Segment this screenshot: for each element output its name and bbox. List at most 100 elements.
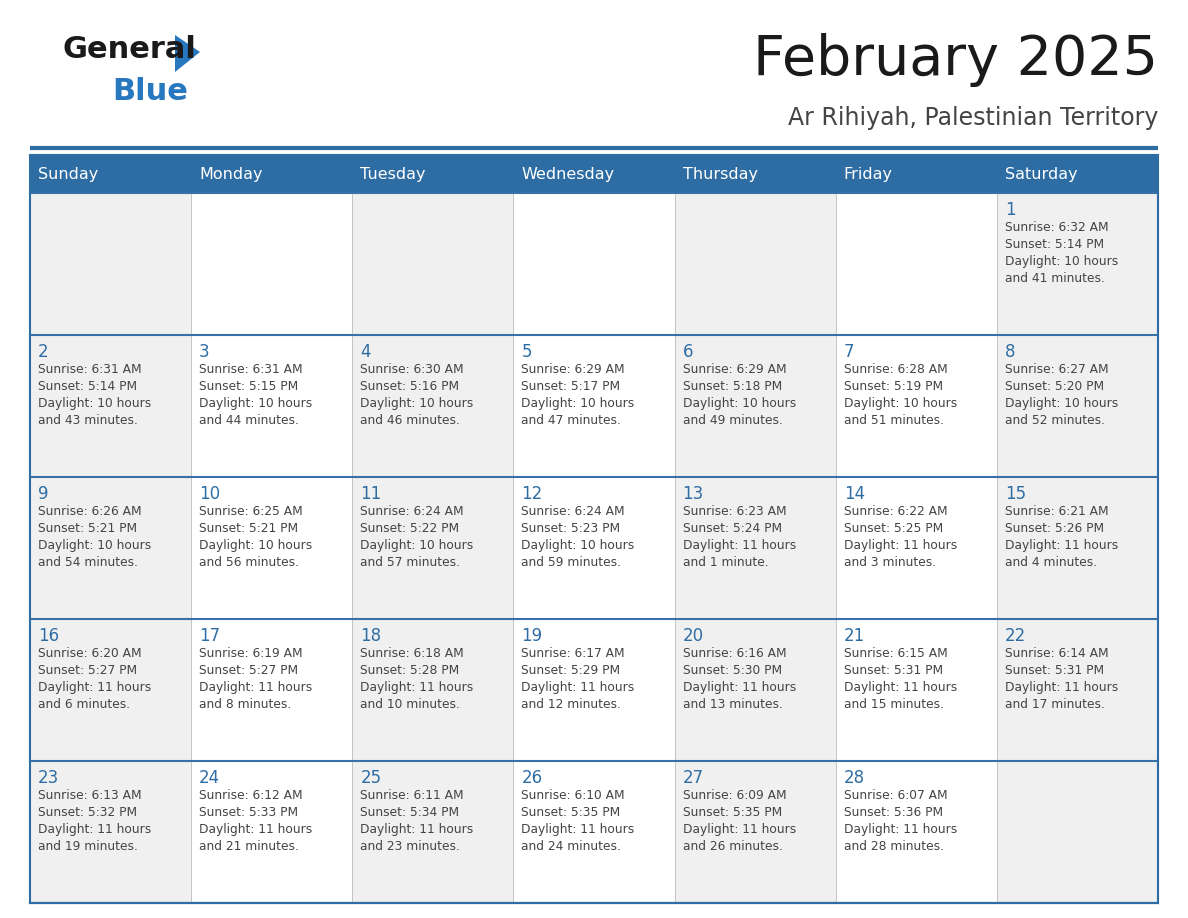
Text: 26: 26 (522, 769, 543, 787)
Text: Sunset: 5:26 PM: Sunset: 5:26 PM (1005, 522, 1104, 535)
Text: 28: 28 (843, 769, 865, 787)
Text: Sunset: 5:18 PM: Sunset: 5:18 PM (683, 380, 782, 393)
Text: and 1 minute.: and 1 minute. (683, 556, 769, 569)
Bar (353, 761, 513, 903)
Bar (191, 477, 353, 619)
Text: 4: 4 (360, 343, 371, 361)
Bar (513, 335, 675, 477)
Text: Sunset: 5:20 PM: Sunset: 5:20 PM (1005, 380, 1104, 393)
Text: Sunrise: 6:16 AM: Sunrise: 6:16 AM (683, 647, 786, 660)
Text: Sunset: 5:16 PM: Sunset: 5:16 PM (360, 380, 460, 393)
Text: Daylight: 11 hours: Daylight: 11 hours (38, 681, 151, 694)
Bar (353, 477, 513, 619)
Text: Daylight: 10 hours: Daylight: 10 hours (683, 397, 796, 410)
Text: Sunrise: 6:26 AM: Sunrise: 6:26 AM (38, 505, 141, 518)
Text: 24: 24 (200, 769, 220, 787)
Bar (30, 335, 191, 477)
Bar (353, 619, 513, 761)
Text: and 43 minutes.: and 43 minutes. (38, 414, 138, 427)
Bar (675, 193, 835, 335)
Text: Daylight: 10 hours: Daylight: 10 hours (522, 397, 634, 410)
Text: and 10 minutes.: and 10 minutes. (360, 698, 460, 711)
Text: 15: 15 (1005, 485, 1026, 503)
Text: Sunset: 5:24 PM: Sunset: 5:24 PM (683, 522, 782, 535)
Text: Daylight: 11 hours: Daylight: 11 hours (38, 823, 151, 836)
Text: Sunset: 5:17 PM: Sunset: 5:17 PM (522, 380, 620, 393)
Text: Friday: Friday (843, 166, 892, 182)
Text: 10: 10 (200, 485, 220, 503)
Text: Sunrise: 6:15 AM: Sunrise: 6:15 AM (843, 647, 948, 660)
Text: Sunset: 5:21 PM: Sunset: 5:21 PM (38, 522, 137, 535)
Text: 6: 6 (683, 343, 693, 361)
Text: 11: 11 (360, 485, 381, 503)
Text: 25: 25 (360, 769, 381, 787)
Bar (191, 619, 353, 761)
Text: Sunset: 5:35 PM: Sunset: 5:35 PM (683, 806, 782, 819)
Text: Sunrise: 6:07 AM: Sunrise: 6:07 AM (843, 789, 947, 802)
Text: Daylight: 11 hours: Daylight: 11 hours (360, 681, 474, 694)
Text: and 12 minutes.: and 12 minutes. (522, 698, 621, 711)
Text: 13: 13 (683, 485, 703, 503)
Text: Sunset: 5:14 PM: Sunset: 5:14 PM (1005, 238, 1104, 251)
Text: Daylight: 11 hours: Daylight: 11 hours (522, 823, 634, 836)
Text: and 6 minutes.: and 6 minutes. (38, 698, 131, 711)
Text: Daylight: 11 hours: Daylight: 11 hours (360, 823, 474, 836)
Text: Sunrise: 6:31 AM: Sunrise: 6:31 AM (38, 363, 141, 376)
Text: Sunrise: 6:10 AM: Sunrise: 6:10 AM (522, 789, 625, 802)
Bar (191, 193, 353, 335)
Bar (997, 193, 1158, 335)
Text: Daylight: 11 hours: Daylight: 11 hours (683, 823, 796, 836)
Text: Sunrise: 6:27 AM: Sunrise: 6:27 AM (1005, 363, 1108, 376)
Text: and 41 minutes.: and 41 minutes. (1005, 272, 1105, 285)
Text: 3: 3 (200, 343, 210, 361)
Text: Sunset: 5:28 PM: Sunset: 5:28 PM (360, 664, 460, 677)
Text: and 57 minutes.: and 57 minutes. (360, 556, 460, 569)
Text: Sunset: 5:19 PM: Sunset: 5:19 PM (843, 380, 943, 393)
Text: Sunrise: 6:29 AM: Sunrise: 6:29 AM (683, 363, 786, 376)
Text: Ar Rihiyah, Palestinian Territory: Ar Rihiyah, Palestinian Territory (788, 106, 1158, 130)
Bar (513, 477, 675, 619)
Text: Sunset: 5:33 PM: Sunset: 5:33 PM (200, 806, 298, 819)
Text: Sunset: 5:23 PM: Sunset: 5:23 PM (522, 522, 620, 535)
Text: Daylight: 10 hours: Daylight: 10 hours (843, 397, 958, 410)
Text: Sunrise: 6:25 AM: Sunrise: 6:25 AM (200, 505, 303, 518)
Bar (30, 619, 191, 761)
Text: Sunrise: 6:13 AM: Sunrise: 6:13 AM (38, 789, 141, 802)
Text: Wednesday: Wednesday (522, 166, 614, 182)
Text: and 28 minutes.: and 28 minutes. (843, 840, 943, 853)
Text: Sunset: 5:22 PM: Sunset: 5:22 PM (360, 522, 460, 535)
Text: Sunrise: 6:14 AM: Sunrise: 6:14 AM (1005, 647, 1108, 660)
Text: Sunrise: 6:30 AM: Sunrise: 6:30 AM (360, 363, 463, 376)
Bar (30, 761, 191, 903)
Text: Sunrise: 6:24 AM: Sunrise: 6:24 AM (522, 505, 625, 518)
Text: Sunrise: 6:17 AM: Sunrise: 6:17 AM (522, 647, 625, 660)
Bar (835, 335, 997, 477)
Polygon shape (175, 35, 200, 72)
Text: Daylight: 11 hours: Daylight: 11 hours (683, 539, 796, 552)
Text: 2: 2 (38, 343, 49, 361)
Bar (997, 619, 1158, 761)
Text: and 54 minutes.: and 54 minutes. (38, 556, 138, 569)
Text: and 13 minutes.: and 13 minutes. (683, 698, 783, 711)
Text: Sunset: 5:27 PM: Sunset: 5:27 PM (38, 664, 137, 677)
Bar (835, 477, 997, 619)
Text: Daylight: 10 hours: Daylight: 10 hours (1005, 255, 1118, 268)
Text: Daylight: 11 hours: Daylight: 11 hours (843, 539, 958, 552)
Text: Sunrise: 6:29 AM: Sunrise: 6:29 AM (522, 363, 625, 376)
Text: Sunrise: 6:09 AM: Sunrise: 6:09 AM (683, 789, 786, 802)
Text: 17: 17 (200, 627, 220, 645)
Text: Sunset: 5:32 PM: Sunset: 5:32 PM (38, 806, 137, 819)
Text: Sunset: 5:34 PM: Sunset: 5:34 PM (360, 806, 460, 819)
Text: Sunset: 5:21 PM: Sunset: 5:21 PM (200, 522, 298, 535)
Bar (997, 761, 1158, 903)
Text: 22: 22 (1005, 627, 1026, 645)
Text: Sunday: Sunday (38, 166, 99, 182)
Text: Daylight: 11 hours: Daylight: 11 hours (1005, 539, 1118, 552)
Text: Sunset: 5:31 PM: Sunset: 5:31 PM (843, 664, 943, 677)
Bar (675, 477, 835, 619)
Text: Sunrise: 6:18 AM: Sunrise: 6:18 AM (360, 647, 465, 660)
Text: Sunset: 5:31 PM: Sunset: 5:31 PM (1005, 664, 1104, 677)
Text: Monday: Monday (200, 166, 263, 182)
Text: and 44 minutes.: and 44 minutes. (200, 414, 299, 427)
Text: Daylight: 10 hours: Daylight: 10 hours (360, 397, 474, 410)
